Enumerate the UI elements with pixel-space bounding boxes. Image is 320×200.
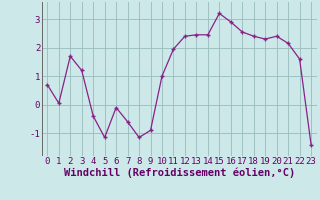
X-axis label: Windchill (Refroidissement éolien,°C): Windchill (Refroidissement éolien,°C): [64, 168, 295, 178]
